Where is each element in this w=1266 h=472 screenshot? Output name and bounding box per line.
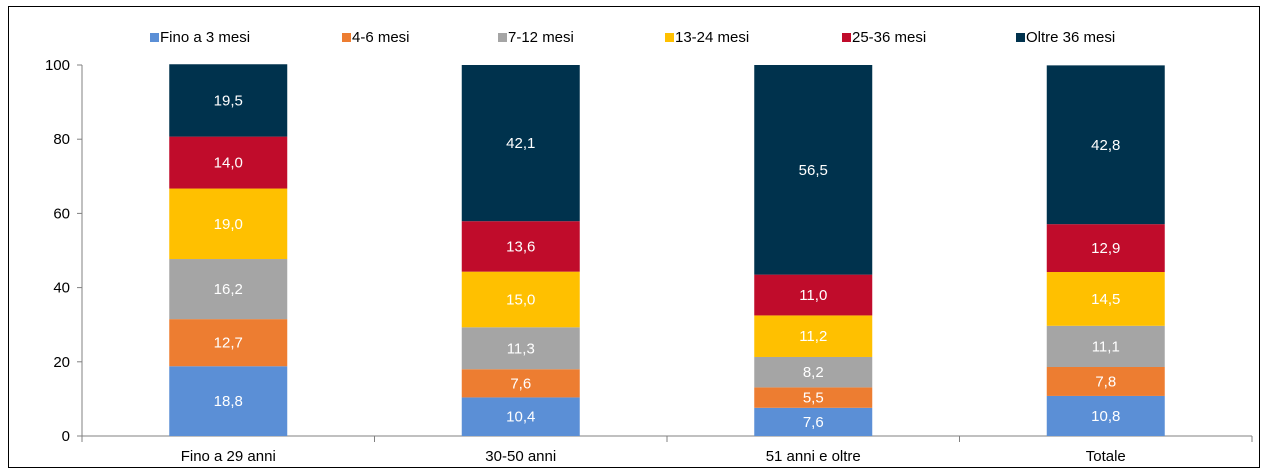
bars: 18,8 12,7 16,2 19,0 14,0 19,5 10,4 7,6 11,3 15,0 1… <box>169 64 1165 436</box>
bar-fino-a-3-mesi-51-anni-e-oltre <box>754 407 873 436</box>
legend-label: 4-6 mesi <box>352 29 410 46</box>
data-label: 12,9 <box>1091 240 1120 257</box>
bar-oltre-36-mesi-totale <box>1046 65 1165 225</box>
y-tick-label: 100 <box>45 57 70 74</box>
data-label: 18,8 <box>214 393 243 410</box>
data-label: 11,3 <box>507 340 535 357</box>
data-label: 12,7 <box>214 335 243 352</box>
legend-swatch-25-36-mesi <box>842 33 851 42</box>
bar-13-24-mesi-fino-a-29-anni <box>169 188 288 260</box>
legend: Fino a 3 mesi 4-6 mesi 7-12 mesi 13-24 mesi… <box>150 29 1115 46</box>
legend-label: 25-36 mesi <box>852 29 926 46</box>
legend-label: 13-24 mesi <box>675 29 749 46</box>
data-label: 56,5 <box>799 162 828 179</box>
bar-oltre-36-mesi-fino-a-29-anni <box>169 64 288 137</box>
legend-label: Fino a 3 mesi <box>160 29 250 46</box>
data-label: 10,8 <box>1091 408 1120 425</box>
data-label: 7,8 <box>1095 373 1116 390</box>
bar-7-12-mesi-51-anni-e-oltre <box>754 356 873 388</box>
x-axis: Fino a 29 anni 30-50 anni 51 anni e oltre T… <box>81 435 1253 465</box>
bar-oltre-36-mesi-51-anni-e-oltre <box>754 65 873 275</box>
data-label: 7,6 <box>510 375 531 392</box>
bar-25-36-mesi-fino-a-29-anni <box>169 136 288 189</box>
data-label: 11,0 <box>799 287 827 304</box>
data-label: 42,8 <box>1091 137 1120 154</box>
data-label: 11,2 <box>799 328 827 345</box>
bar-7-12-mesi-fino-a-29-anni <box>169 259 288 320</box>
bar-7-12-mesi-30-50-anni <box>461 327 580 370</box>
legend-label: 7-12 mesi <box>508 29 574 46</box>
bar-4-6-mesi-totale <box>1046 366 1165 396</box>
data-label: 42,1 <box>506 135 535 152</box>
data-label: 7,6 <box>803 414 824 431</box>
data-label: 8,2 <box>803 364 824 381</box>
data-label: 15,0 <box>506 291 535 308</box>
bar-4-6-mesi-fino-a-29-anni <box>169 319 288 367</box>
y-tick-label: 60 <box>53 205 70 222</box>
data-label: 19,0 <box>214 216 243 233</box>
bar-4-6-mesi-51-anni-e-oltre <box>754 387 873 408</box>
data-label: 10,4 <box>506 409 535 426</box>
bar-oltre-36-mesi-30-50-anni <box>461 65 580 222</box>
bar-fino-a-3-mesi-totale <box>1046 395 1165 436</box>
data-label: 19,5 <box>214 92 243 109</box>
data-label: 14,0 <box>214 155 243 172</box>
data-label: 5,5 <box>803 390 824 407</box>
data-label: 11,1 <box>1092 338 1120 355</box>
bar-13-24-mesi-30-50-anni <box>461 271 580 328</box>
x-tick-label: Totale <box>1086 448 1126 465</box>
y-tick-label: 40 <box>53 280 70 297</box>
data-label: 16,2 <box>214 281 243 298</box>
legend-swatch-oltre-36-mesi <box>1016 33 1025 42</box>
y-tick-label: 20 <box>53 354 70 371</box>
y-tick-label: 80 <box>53 131 70 148</box>
bar-fino-a-3-mesi-30-50-anni <box>461 397 580 436</box>
y-tick-label: 0 <box>62 428 70 445</box>
x-tick-label: 30-50 anni <box>485 448 556 465</box>
bar-13-24-mesi-51-anni-e-oltre <box>754 315 873 357</box>
y-axis: 0 20 40 60 80 100 <box>45 57 83 445</box>
bar-25-36-mesi-51-anni-e-oltre <box>754 274 873 316</box>
bar-25-36-mesi-totale <box>1046 224 1165 273</box>
data-label: 14,5 <box>1091 291 1120 308</box>
bar-fino-a-3-mesi-fino-a-29-anni <box>169 366 288 436</box>
legend-swatch-4-6-mesi <box>342 33 351 42</box>
bar-13-24-mesi-totale <box>1046 272 1165 326</box>
bar-4-6-mesi-30-50-anni <box>461 369 580 398</box>
legend-label: Oltre 36 mesi <box>1026 29 1115 46</box>
bar-25-36-mesi-30-50-anni <box>461 221 580 272</box>
bar-7-12-mesi-totale <box>1046 325 1165 367</box>
x-tick-label: 51 anni e oltre <box>766 448 861 465</box>
legend-swatch-13-24-mesi <box>665 33 674 42</box>
x-tick-label: Fino a 29 anni <box>181 448 276 465</box>
data-label: 13,6 <box>506 238 535 255</box>
legend-swatch-7-12-mesi <box>498 33 507 42</box>
legend-swatch-fino-a-3-mesi <box>150 33 159 42</box>
